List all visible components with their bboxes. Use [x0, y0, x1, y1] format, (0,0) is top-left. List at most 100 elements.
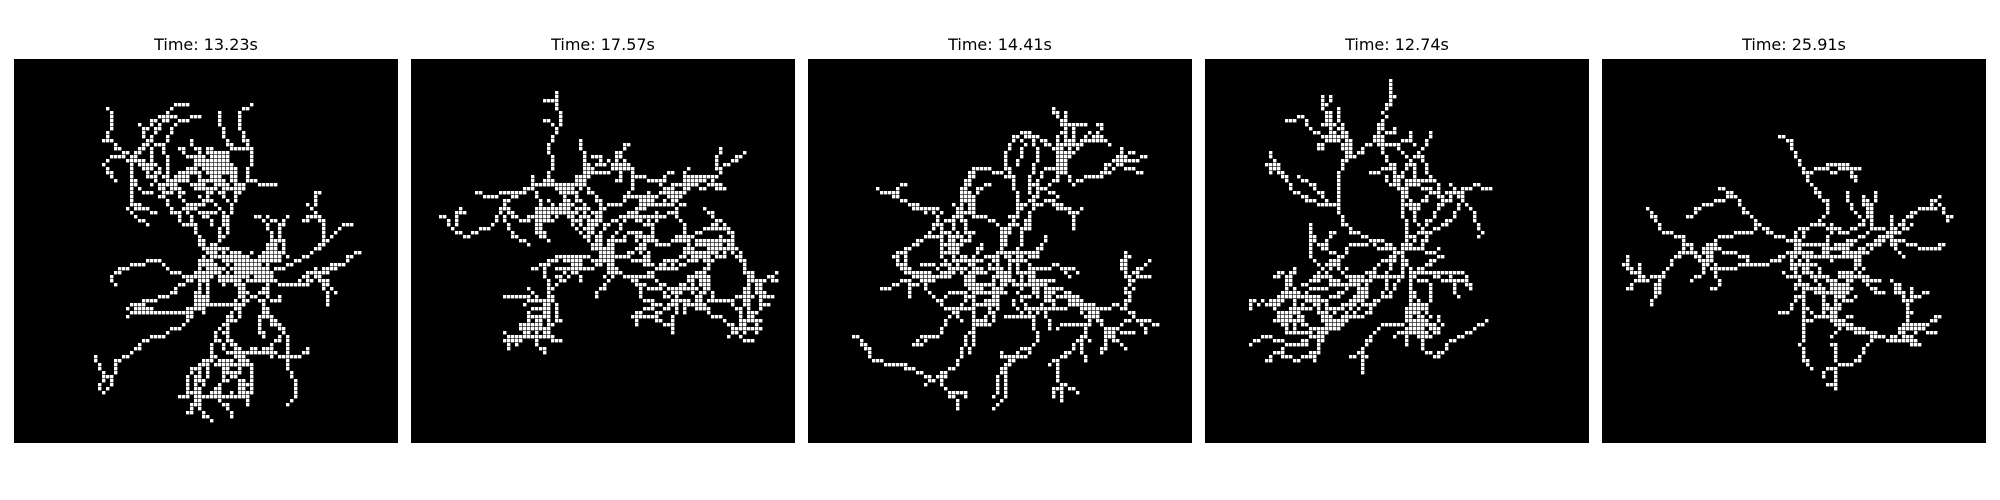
- particle: [663, 203, 667, 207]
- particle: [703, 267, 707, 271]
- particle: [555, 211, 559, 215]
- particle: [1894, 339, 1898, 343]
- particle: [142, 263, 146, 267]
- particle: [226, 279, 230, 283]
- particle: [960, 219, 964, 223]
- particle: [130, 175, 134, 179]
- particle: [266, 315, 270, 319]
- particle: [988, 219, 992, 223]
- particle: [1329, 231, 1333, 235]
- particle: [206, 263, 210, 267]
- particle: [1826, 383, 1830, 387]
- particle: [547, 183, 551, 187]
- particle: [202, 363, 206, 367]
- particle: [1802, 287, 1806, 291]
- particle: [1277, 271, 1281, 275]
- particle: [976, 283, 980, 287]
- particle: [190, 275, 194, 279]
- particle: [206, 259, 210, 263]
- particle: [615, 267, 619, 271]
- particle: [691, 175, 695, 179]
- particle: [222, 267, 226, 271]
- particle: [1638, 263, 1642, 267]
- particle: [1802, 307, 1806, 311]
- particle: [170, 291, 174, 295]
- particle: [1890, 339, 1894, 343]
- particle: [154, 119, 158, 123]
- particle: [1024, 131, 1028, 135]
- particle: [1068, 151, 1072, 155]
- particle: [314, 199, 318, 203]
- particle: [655, 211, 659, 215]
- particle: [1124, 275, 1128, 279]
- particle: [266, 291, 270, 295]
- particle: [1080, 303, 1084, 307]
- particle: [1429, 179, 1433, 183]
- particle: [1032, 283, 1036, 287]
- particle: [1281, 323, 1285, 327]
- particle: [1028, 191, 1032, 195]
- particle: [547, 287, 551, 291]
- particle: [1329, 115, 1333, 119]
- particle: [968, 195, 972, 199]
- particle: [960, 211, 964, 215]
- particle: [1028, 219, 1032, 223]
- particle: [1112, 331, 1116, 335]
- particle: [555, 315, 559, 319]
- particle: [138, 307, 142, 311]
- particle: [1437, 207, 1441, 211]
- particle: [559, 187, 563, 191]
- particle: [226, 371, 230, 375]
- particle: [535, 183, 539, 187]
- particle: [186, 375, 190, 379]
- particle: [1473, 215, 1477, 219]
- particle: [487, 227, 491, 231]
- particle: [266, 271, 270, 275]
- particle: [1846, 195, 1850, 199]
- particle: [888, 191, 892, 195]
- particle: [1822, 291, 1826, 295]
- particle: [1710, 255, 1714, 259]
- particle: [174, 123, 178, 127]
- particle: [683, 179, 687, 183]
- particle: [242, 275, 246, 279]
- particle: [1285, 315, 1289, 319]
- particle: [1341, 135, 1345, 139]
- particle: [178, 215, 182, 219]
- particle: [1329, 135, 1333, 139]
- particle: [1854, 227, 1858, 231]
- particle: [699, 271, 703, 275]
- particle: [964, 259, 968, 263]
- particle: [1421, 335, 1425, 339]
- particle: [250, 151, 254, 155]
- particle: [106, 135, 110, 139]
- particle: [1890, 239, 1894, 243]
- particle: [254, 259, 258, 263]
- particle: [1413, 271, 1417, 275]
- particle: [1862, 235, 1866, 239]
- particle: [980, 167, 984, 171]
- particle: [1341, 319, 1345, 323]
- particle: [146, 259, 150, 263]
- particle: [1453, 339, 1457, 343]
- particle: [659, 179, 663, 183]
- particle: [206, 159, 210, 163]
- particle: [655, 303, 659, 307]
- particle: [306, 215, 310, 219]
- particle: [270, 279, 274, 283]
- particle: [1309, 231, 1313, 235]
- particle: [972, 263, 976, 267]
- particle: [1128, 319, 1132, 323]
- particle: [178, 187, 182, 191]
- particle: [1265, 163, 1269, 167]
- particle: [1092, 303, 1096, 307]
- particle: [739, 315, 743, 319]
- particle: [1910, 343, 1914, 347]
- particle: [567, 275, 571, 279]
- particle: [1072, 215, 1076, 219]
- particle: [1076, 147, 1080, 151]
- particle: [1345, 283, 1349, 287]
- particle: [1104, 339, 1108, 343]
- particle: [270, 271, 274, 275]
- particle: [1393, 323, 1397, 327]
